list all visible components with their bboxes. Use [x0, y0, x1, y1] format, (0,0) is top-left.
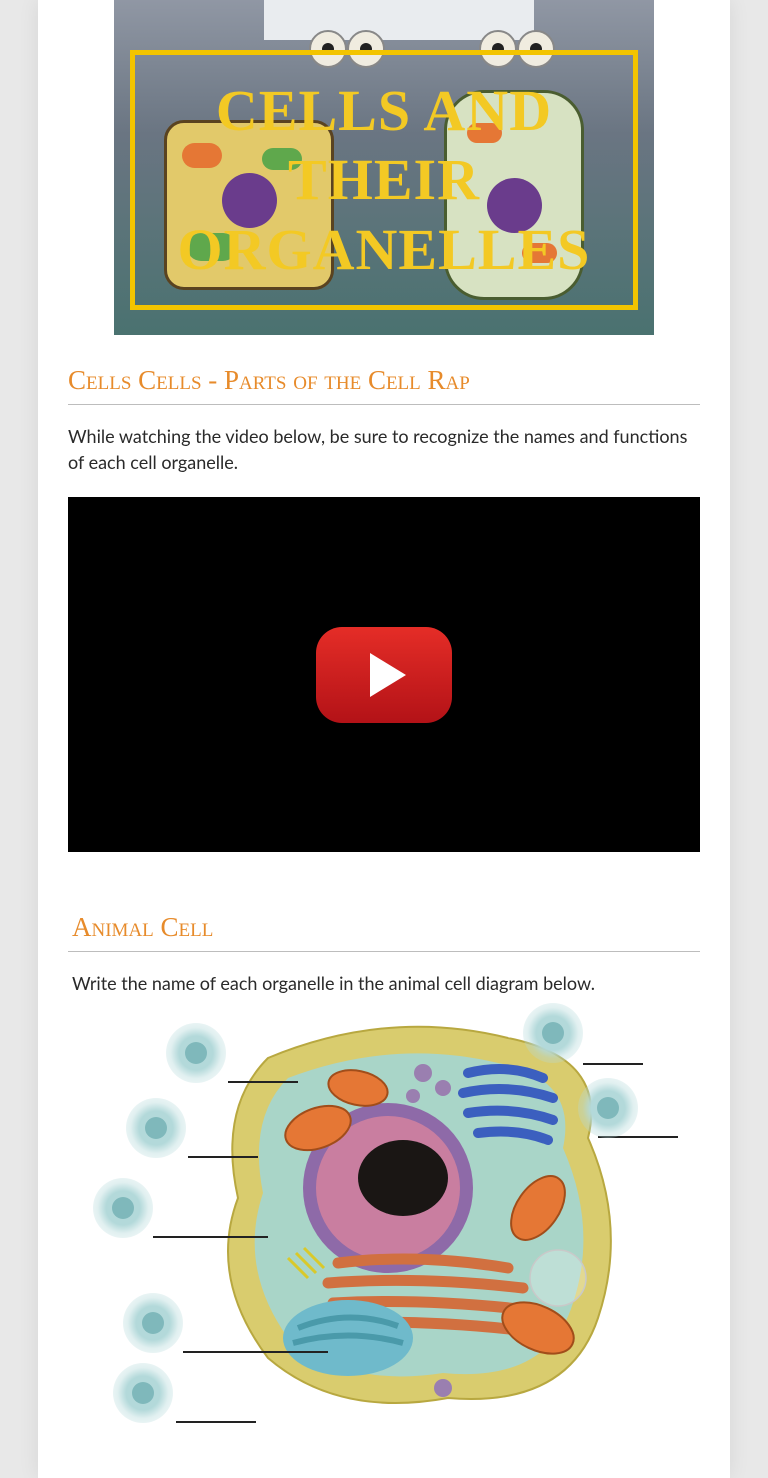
diagram-marker[interactable] — [126, 1098, 186, 1158]
diagram-leader-line — [228, 1081, 298, 1083]
animal-cell-diagram — [68, 1018, 700, 1438]
page-container: Cells and their organelles Cells Cells -… — [38, 0, 730, 1478]
play-icon — [370, 653, 406, 697]
section-cell-rap: Cells Cells - Parts of the Cell Rap Whil… — [38, 335, 730, 1438]
video-player[interactable] — [68, 497, 700, 852]
diagram-leader-line — [188, 1156, 258, 1158]
hero-title: Cells and their organelles — [155, 76, 613, 285]
diagram-marker[interactable] — [523, 1003, 583, 1063]
section2-title: Animal Cell — [68, 912, 700, 952]
cell-illustration — [188, 1018, 628, 1418]
diagram-marker[interactable] — [123, 1293, 183, 1353]
diagram-marker[interactable] — [113, 1363, 173, 1423]
diagram-leader-line — [153, 1236, 268, 1238]
hero-title-frame: Cells and their organelles — [130, 50, 638, 310]
diagram-leader-line — [183, 1351, 328, 1353]
section1-text: While watching the video below, be sure … — [68, 423, 700, 475]
diagram-marker[interactable] — [166, 1023, 226, 1083]
play-button[interactable] — [316, 627, 452, 723]
diagram-leader-line — [176, 1421, 256, 1423]
diagram-marker[interactable] — [578, 1078, 638, 1138]
diagram-marker[interactable] — [93, 1178, 153, 1238]
hero-banner: Cells and their organelles — [114, 0, 654, 335]
section1-title: Cells Cells - Parts of the Cell Rap — [68, 365, 700, 405]
section2-text: Write the name of each organelle in the … — [68, 970, 700, 996]
diagram-leader-line — [583, 1063, 643, 1065]
